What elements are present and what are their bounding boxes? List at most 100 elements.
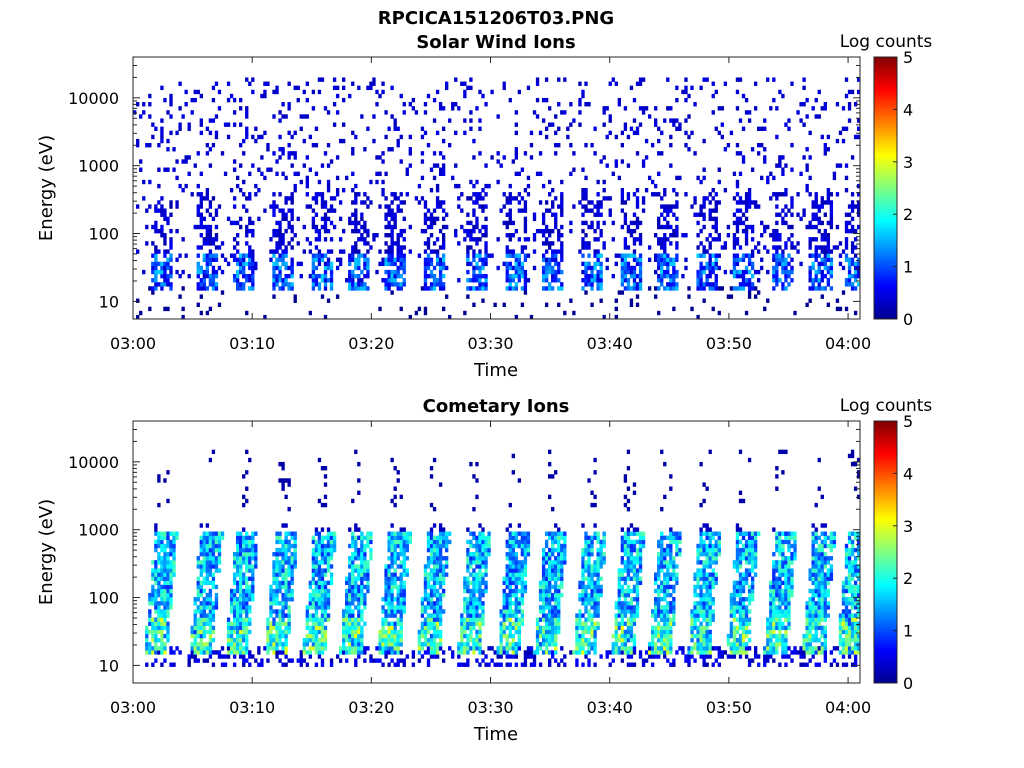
heatmap-cell [166, 282, 170, 287]
heatmap-cell [711, 306, 715, 312]
heatmap-cell [208, 637, 213, 643]
heatmap-cell [208, 257, 213, 262]
heatmap-cell [778, 278, 782, 283]
heatmap-cell [517, 580, 522, 586]
heatmap-cell [220, 290, 225, 295]
heatmap-cell [284, 629, 288, 635]
heatmap-cell [763, 228, 767, 234]
heatmap-cell [248, 196, 252, 201]
heatmap-cell [348, 282, 352, 287]
heatmap-cell [850, 273, 855, 279]
heatmap-cell [232, 122, 237, 127]
heatmap-cell [390, 658, 394, 663]
heatmap-cell [381, 650, 385, 655]
heatmap-cell [820, 278, 824, 283]
heatmap-cell [248, 609, 252, 614]
heatmap-cell [205, 228, 210, 234]
heatmap-cell [369, 535, 373, 541]
heatmap-cell [354, 633, 358, 639]
heatmap-cell [475, 564, 479, 569]
heatmap-cell [784, 204, 788, 209]
heatmap-cell [284, 568, 288, 573]
heatmap-cell [251, 531, 255, 536]
heatmap-cell [508, 216, 512, 222]
heatmap-cell [472, 588, 476, 594]
heatmap-cell [508, 212, 512, 217]
heatmap-cell [581, 167, 585, 172]
heatmap-cell [817, 216, 821, 222]
heatmap-cell [481, 298, 485, 303]
heatmap-cell [511, 613, 515, 618]
heatmap-cell [366, 564, 370, 569]
heatmap-cell [329, 547, 334, 553]
heatmap-cell [354, 527, 358, 532]
heatmap-cell [323, 261, 328, 267]
heatmap-cell [148, 142, 152, 148]
heatmap-cell [354, 449, 358, 455]
heatmap-cell [426, 646, 431, 651]
heatmap-cell [314, 642, 319, 647]
heatmap-cell [469, 85, 473, 91]
heatmap-cell [835, 224, 840, 230]
heatmap-cell [154, 588, 158, 594]
heatmap-cell [269, 646, 273, 651]
heatmap-cell [441, 273, 446, 279]
heatmap-cell [239, 547, 243, 553]
heatmap-cell [481, 572, 485, 577]
heatmap-cell [484, 224, 488, 230]
heatmap-cell [293, 564, 297, 569]
heatmap-cell [787, 208, 791, 213]
heatmap-cell [505, 609, 509, 614]
heatmap-cell [142, 196, 146, 201]
heatmap-cell [626, 224, 631, 230]
heatmap-cell [375, 646, 379, 651]
heatmap-cell [420, 609, 425, 614]
heatmap-cell [351, 625, 355, 631]
heatmap-cell [738, 273, 743, 279]
heatmap-cell [335, 110, 340, 115]
heatmap-cell [281, 605, 285, 610]
heatmap-cell [390, 290, 394, 295]
heatmap-cell [717, 167, 721, 172]
heatmap-cell [460, 637, 464, 643]
heatmap-cell [408, 102, 412, 107]
heatmap-cell [481, 552, 485, 557]
heatmap-cell [390, 584, 394, 590]
heatmap-cell [360, 609, 364, 614]
heatmap-cell [160, 282, 164, 287]
heatmap-cell [629, 286, 634, 291]
heatmap-cell [808, 298, 812, 303]
heatmap-cell [654, 253, 658, 258]
heatmap-cell [505, 224, 509, 230]
heatmap-cell [342, 122, 346, 127]
heatmap-cell [578, 200, 582, 205]
heatmap-cell [423, 265, 428, 271]
heatmap-cell [620, 159, 625, 164]
heatmap-cell [239, 572, 243, 577]
heatmap-cell [402, 527, 406, 532]
heatmap-cell [466, 650, 470, 655]
heatmap-cell [275, 560, 279, 565]
heatmap-cell [320, 216, 325, 222]
heatmap-cell [342, 77, 346, 82]
heatmap-cell [290, 592, 294, 598]
heatmap-cell [708, 241, 712, 246]
heatmap-cell [232, 245, 237, 250]
heatmap-cell [808, 192, 812, 197]
heatmap-cell [281, 650, 285, 655]
heatmap-cell [475, 560, 479, 565]
heatmap-cell [323, 224, 328, 230]
heatmap-cell [820, 233, 824, 238]
heatmap-cell [384, 642, 388, 647]
heatmap-cell [426, 580, 431, 586]
heatmap-cell [235, 560, 240, 565]
heatmap-cell [284, 592, 288, 598]
heatmap-cell [532, 265, 537, 271]
heatmap-cell [441, 265, 446, 271]
heatmap-cell [305, 642, 309, 647]
heatmap-cell [345, 613, 349, 618]
heatmap-cell [366, 233, 370, 238]
heatmap-cell [242, 560, 246, 565]
heatmap-cell [663, 237, 667, 242]
heatmap-cell [296, 85, 300, 91]
